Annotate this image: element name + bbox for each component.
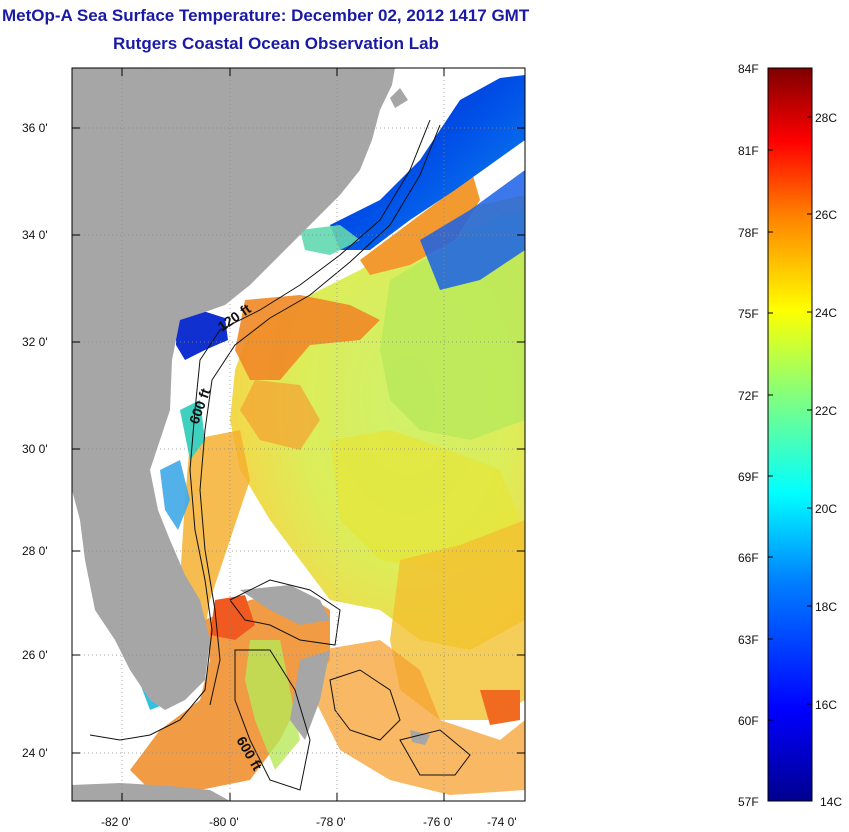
lat-label: 32 0' — [22, 335, 48, 349]
lat-label: 34 0' — [22, 228, 48, 242]
map-frame — [71, 67, 526, 802]
cold-shelf-water — [160, 75, 525, 530]
lat-label: 30 0' — [22, 442, 48, 456]
lon-label: -76 0' — [423, 815, 453, 829]
lat-label: 28 0' — [22, 544, 48, 558]
map-subtitle: Rutgers Coastal Ocean Observation Lab — [113, 34, 439, 53]
lon-label: -74 0' — [487, 815, 517, 829]
map-title: MetOp-A Sea Surface Temperature: Decembe… — [2, 6, 530, 25]
lat-label: 26 0' — [22, 648, 48, 662]
lat-label: 24 0' — [22, 746, 48, 760]
lon-label: -78 0' — [316, 815, 346, 829]
lon-tick-labels: -82 0' -80 0' -78 0' -76 0' -74 0' — [101, 815, 517, 829]
lon-label: -80 0' — [209, 815, 239, 829]
sst-field — [130, 165, 525, 795]
map-area — [72, 68, 525, 801]
lat-label: 36 0' — [22, 121, 48, 135]
depth-contours — [89, 119, 471, 791]
land — [72, 68, 430, 801]
lon-label: -82 0' — [101, 815, 131, 829]
axis-ticks — [72, 68, 525, 801]
lat-tick-labels: 36 0' 34 0' 32 0' 30 0' 28 0' 26 0' 24 0… — [22, 121, 48, 760]
